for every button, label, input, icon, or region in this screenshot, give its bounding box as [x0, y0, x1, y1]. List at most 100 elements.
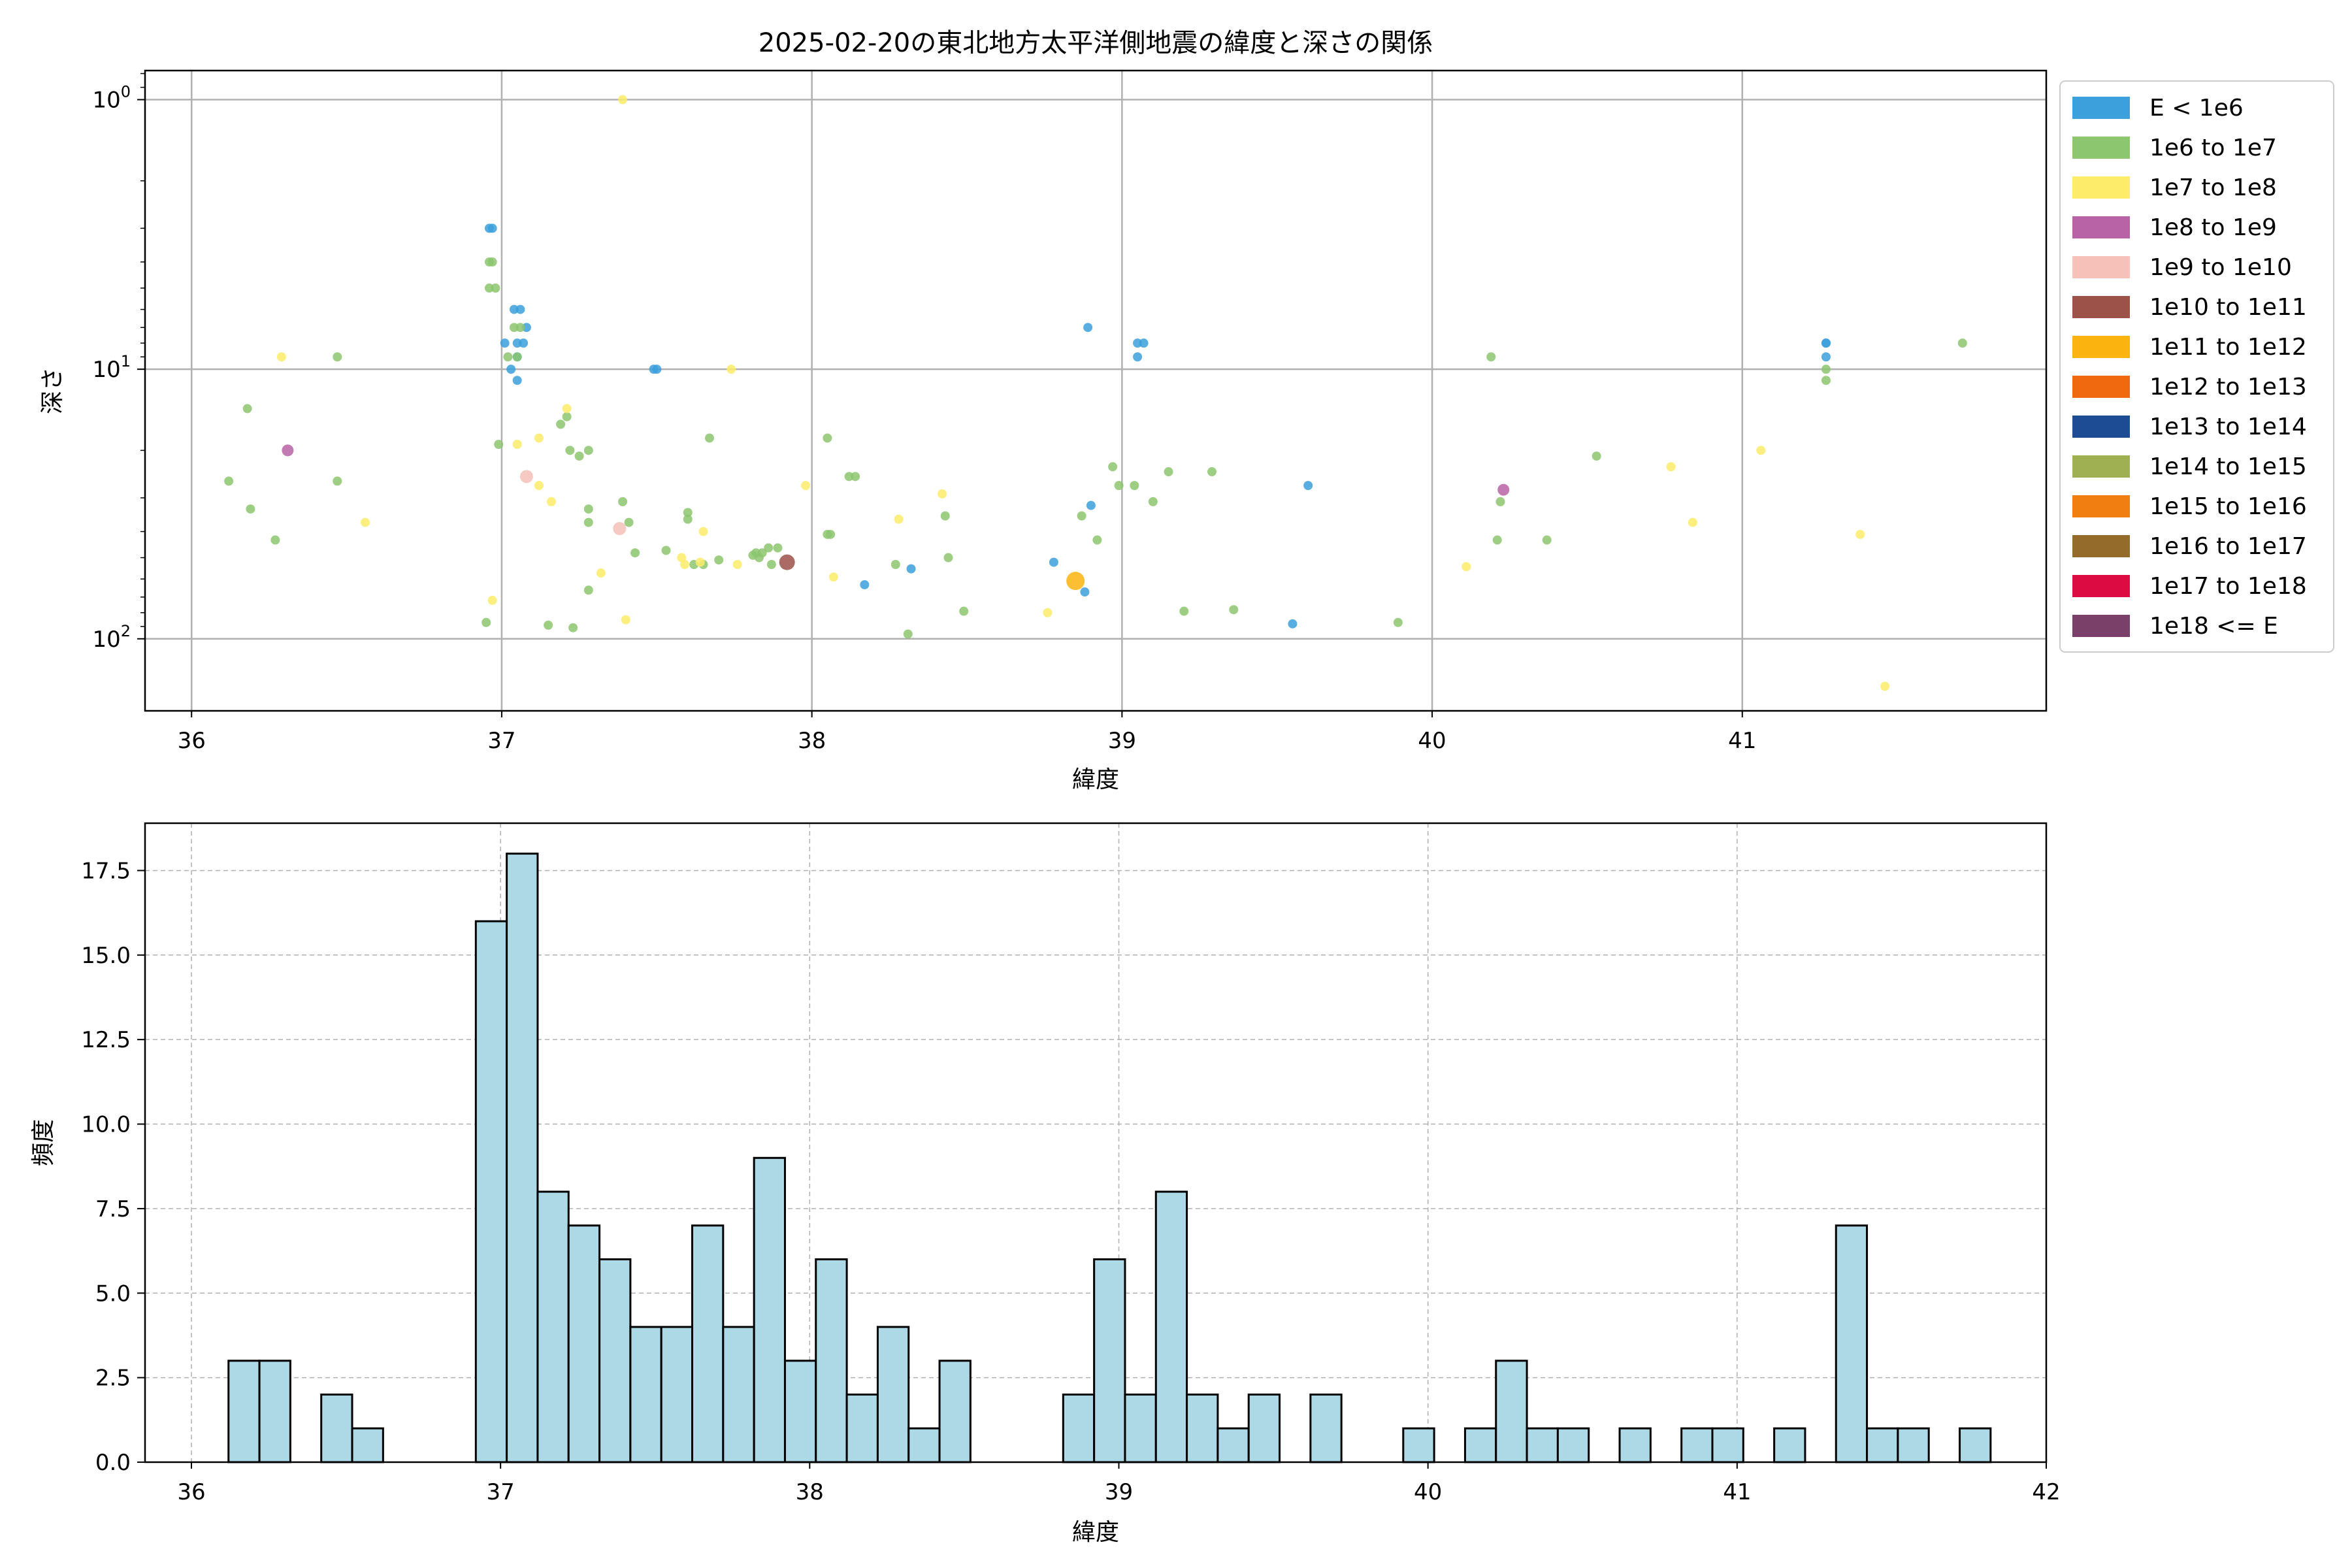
scatter-point: [1957, 338, 1967, 348]
scatter-point: [624, 517, 634, 527]
scatter-point: [506, 365, 516, 374]
legend-label: 1e7 to 1e8: [2149, 174, 2277, 201]
histogram-bars: [227, 853, 1992, 1463]
legend-swatch: [2072, 296, 2130, 318]
scatter-point: [512, 376, 522, 385]
scatter-x-tick-label: 39: [1108, 728, 1136, 754]
legend-label: 1e15 to 1e16: [2149, 493, 2307, 520]
scatter-point: [621, 615, 630, 625]
scatter-point: [519, 470, 533, 483]
histogram-x-ticks: 36 37 38 39 40 41 42: [177, 1462, 2061, 1505]
scatter-point: [938, 489, 947, 498]
scatter-point: [270, 535, 280, 545]
scatter-point: [1666, 462, 1676, 472]
histogram-bar: [907, 1427, 941, 1463]
histogram-x-tick-label: 37: [487, 1479, 515, 1505]
legend-swatch: [2072, 137, 2130, 159]
histogram-y-tick-label: 2.5: [95, 1365, 131, 1392]
scatter-point: [596, 568, 606, 578]
histogram-bar: [1711, 1427, 1744, 1463]
scatter-point: [1303, 481, 1313, 491]
scatter-point: [766, 559, 776, 569]
scatter-point: [732, 559, 742, 569]
scatter-point: [1821, 352, 1831, 362]
scatter-point: [959, 606, 969, 616]
scatter-point: [1492, 535, 1502, 545]
scatter-point: [512, 440, 522, 449]
scatter-point: [1688, 517, 1697, 527]
scatter-point: [1497, 483, 1510, 496]
scatter-point: [246, 504, 255, 514]
histogram-y-tick-label: 10.0: [81, 1112, 131, 1138]
scatter-point: [1486, 352, 1496, 362]
scatter-point: [1043, 608, 1053, 617]
scatter-point: [677, 553, 687, 563]
scatter-point: [680, 559, 690, 569]
histogram-bar: [815, 1258, 848, 1463]
histogram-x-tick-label: 42: [2032, 1479, 2060, 1505]
scatter-point: [1207, 467, 1217, 477]
histogram-chart: 36 37 38 39 40 41 42 0.0 2.5 5.0 7.5 10.0 12.5 15.0 1…: [30, 822, 2061, 1546]
scatter-x-tick-label: 37: [487, 728, 515, 754]
scatter-point: [613, 522, 627, 536]
scatter-point: [276, 352, 286, 362]
legend-swatch: [2072, 216, 2130, 238]
scatter-point: [652, 365, 662, 374]
scatter-point: [903, 629, 913, 639]
scatter-point: [333, 476, 342, 486]
scatter-point: [1130, 481, 1139, 491]
scatter-point: [565, 446, 575, 455]
histogram-bar: [753, 1156, 786, 1463]
scatter-point: [1756, 446, 1766, 455]
scatter-point: [224, 476, 234, 486]
scatter-y-label: 深さ: [39, 367, 66, 414]
scatter-point: [534, 481, 544, 491]
scatter-point: [618, 497, 628, 506]
scatter-point: [1462, 562, 1471, 572]
legend-label: 1e8 to 1e9: [2149, 214, 2277, 241]
legend-label: E < 1e6: [2149, 95, 2244, 122]
histogram-bar: [1217, 1427, 1250, 1463]
scatter-point: [562, 404, 572, 414]
histogram-bar: [1463, 1427, 1497, 1463]
histogram-y-tick-label: 7.5: [95, 1196, 131, 1222]
scatter-point: [512, 352, 522, 362]
scatter-point: [1077, 511, 1086, 521]
histogram-bar: [1526, 1427, 1559, 1463]
histogram-bar: [1556, 1427, 1590, 1463]
scatter-point: [851, 472, 860, 482]
legend-swatch: [2072, 495, 2130, 517]
histogram-bar: [1680, 1427, 1714, 1463]
histogram-bar: [536, 1190, 570, 1463]
legend-label: 1e10 to 1e11: [2149, 294, 2307, 321]
scatter-point: [748, 550, 758, 560]
scatter-point: [860, 580, 870, 589]
histogram-bar: [474, 920, 508, 1463]
histogram-bar: [227, 1360, 261, 1463]
histogram-x-tick-label: 38: [796, 1479, 824, 1505]
legend-swatch: [2072, 615, 2130, 637]
histogram-y-tick-label: 0.0: [95, 1450, 131, 1476]
legend-swatch: [2072, 416, 2130, 438]
histogram-bar: [320, 1394, 353, 1463]
scatter-point: [556, 419, 566, 429]
legend-label: 1e16 to 1e17: [2149, 533, 2307, 560]
scatter-point: [801, 481, 811, 491]
scatter-point: [695, 557, 705, 567]
histogram-bar: [1835, 1224, 1869, 1463]
scatter-point: [282, 444, 294, 457]
scatter-chart: 2025-02-20の東北地方太平洋側地震の緯度と深さの関係 36 37 38 39 4…: [39, 28, 2334, 793]
scatter-x-tick-label: 41: [1728, 728, 1756, 754]
scatter-point: [1855, 529, 1865, 539]
histogram-plot-frame: [144, 822, 2048, 1463]
histogram-bar: [1866, 1427, 1899, 1463]
legend-label: 1e12 to 1e13: [2149, 374, 2307, 400]
scatter-point: [583, 446, 593, 455]
scatter-point: [823, 433, 832, 443]
scatter-point: [491, 283, 500, 293]
histogram-bar: [876, 1326, 910, 1463]
scatter-point: [698, 527, 708, 536]
histogram-y-label: 頻度: [30, 1119, 57, 1166]
histogram-y-ticks: 0.0 2.5 5.0 7.5 10.0 12.5 15.0 17.5: [81, 858, 145, 1476]
